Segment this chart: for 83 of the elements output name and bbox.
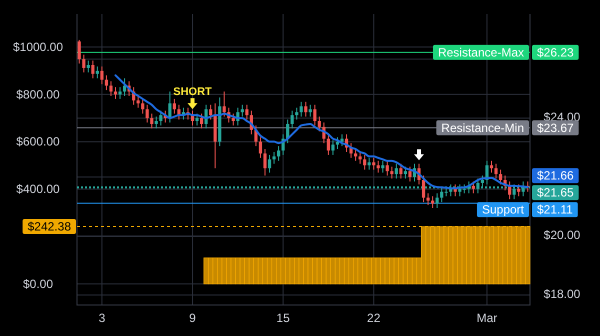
candlestick <box>200 113 204 129</box>
candlestick <box>104 74 108 91</box>
candlestick <box>136 95 140 108</box>
candlestick <box>354 148 358 162</box>
candlestick <box>159 110 162 126</box>
candlestick <box>308 104 312 118</box>
candlestick <box>318 116 321 132</box>
candlestick <box>258 136 262 158</box>
candlestick <box>422 175 426 203</box>
candlestick <box>517 184 520 197</box>
x-tick-label: 15 <box>276 311 290 325</box>
annotation: SHORT <box>173 86 212 98</box>
ref-line-label: $242.38 <box>28 219 72 234</box>
candlestick <box>146 104 149 123</box>
ref-line-label: Support <box>482 202 525 217</box>
candlestick <box>436 192 439 208</box>
candlestick <box>431 196 434 208</box>
candlestick <box>277 146 280 162</box>
candlestick <box>154 116 158 129</box>
candlestick <box>96 66 99 79</box>
candlestick <box>122 78 126 96</box>
candlestick <box>376 160 380 174</box>
candlestick <box>336 136 340 150</box>
candlestick <box>404 166 408 180</box>
y2-tick-label: $1000.00 <box>12 40 64 54</box>
x-tick-label: Mar <box>476 311 498 325</box>
candlestick <box>100 66 104 85</box>
candlestick <box>114 86 118 100</box>
candlestick <box>408 166 412 182</box>
candlestick <box>372 157 376 170</box>
candlestick <box>86 60 90 73</box>
candlestick <box>390 166 394 180</box>
candlestick <box>295 107 298 120</box>
candlestick <box>394 163 398 180</box>
x-tick-label: 3 <box>98 311 106 325</box>
text: $23.67 <box>537 120 574 135</box>
candlestick <box>232 113 235 126</box>
data-label: $21.66 <box>537 168 574 183</box>
candlestick <box>141 98 144 114</box>
text: $21.11 <box>537 202 574 217</box>
candlestick <box>340 134 344 147</box>
candlestick <box>240 104 244 118</box>
text: $26.23 <box>537 45 574 60</box>
candlestick <box>268 154 272 174</box>
candlestick <box>326 134 330 156</box>
candlestick <box>313 104 316 126</box>
candlestick <box>426 192 430 206</box>
candlestick <box>118 86 122 100</box>
candlestick <box>498 169 502 185</box>
candlestick <box>272 151 276 164</box>
candlestick <box>381 160 384 174</box>
y2-tick-label: $400.00 <box>16 182 60 196</box>
y2-tick-label: $0.00 <box>22 276 54 291</box>
candlestick <box>399 163 402 180</box>
ref-line-label: $21.65 <box>537 186 574 200</box>
x-tick-label: 9 <box>189 311 196 325</box>
candlestick <box>263 148 267 176</box>
ref-line-label: Resistance-Max <box>438 45 524 60</box>
x-tick-label: 22 <box>367 311 381 325</box>
candlestick <box>358 151 362 164</box>
candlestick <box>304 101 308 118</box>
candlestick <box>222 91 226 118</box>
candlestick <box>245 104 248 120</box>
candlestick <box>150 113 154 129</box>
y2-tick-label: $800.00 <box>16 87 60 102</box>
candlestick <box>300 101 303 118</box>
y2-tick-label: $600.00 <box>16 134 60 149</box>
candlestick <box>490 160 494 174</box>
candlestick <box>82 54 86 73</box>
candlestick <box>331 140 335 156</box>
candlestick <box>494 163 498 180</box>
ref-line-label: Resistance-Min <box>441 120 524 135</box>
candlestick <box>109 80 113 96</box>
candlestick <box>195 113 199 126</box>
candlestick <box>290 110 294 129</box>
y-tick-label: $18.00 <box>544 286 581 301</box>
candlestick <box>472 180 475 194</box>
candlestick <box>91 60 94 79</box>
candlestick <box>368 157 371 170</box>
y-tick-label: $20.00 <box>544 228 581 242</box>
candlestick <box>386 160 389 176</box>
candlestick <box>78 39 81 64</box>
candlestick <box>209 104 212 120</box>
